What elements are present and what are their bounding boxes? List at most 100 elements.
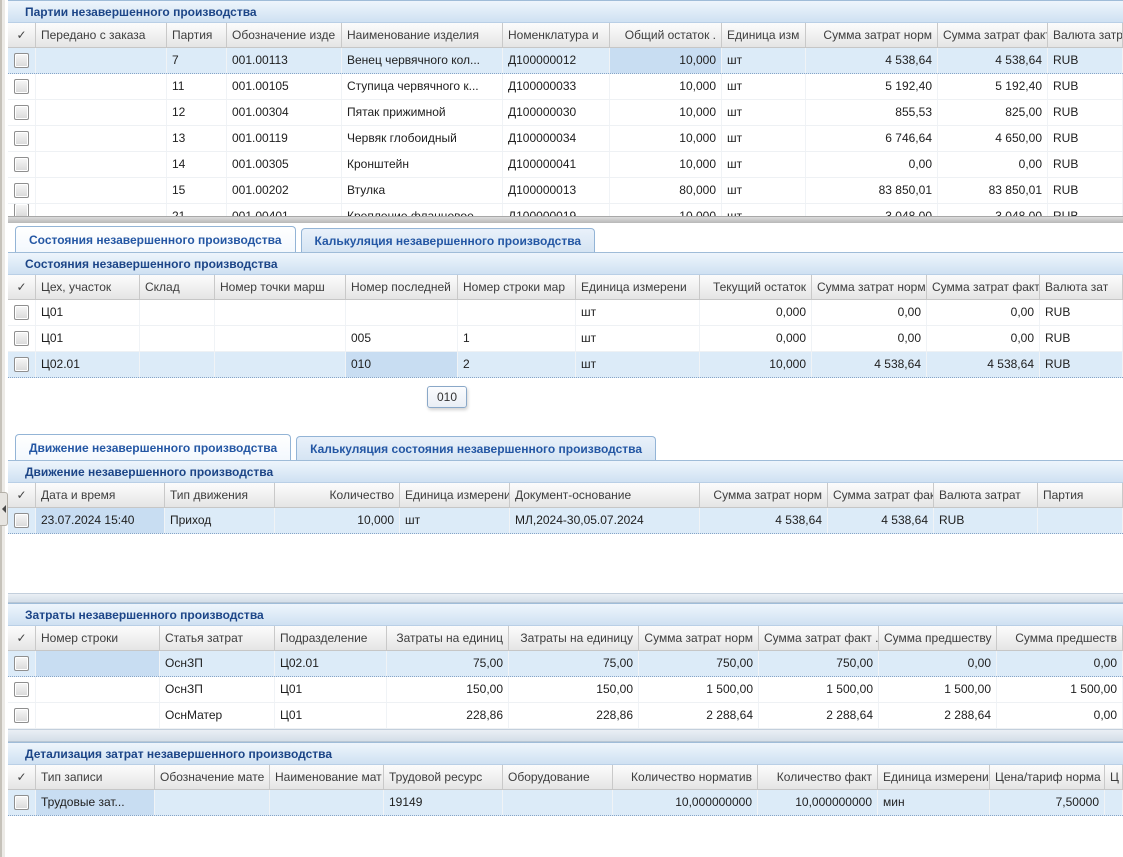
cell[interactable]: 4 538,64	[938, 48, 1048, 73]
cell[interactable]: 23.07.2024 15:40	[36, 508, 165, 533]
row-checkbox[interactable]	[14, 79, 29, 94]
cell[interactable]: 1 500,00	[997, 677, 1123, 702]
cell[interactable]: 2	[458, 352, 576, 377]
tab-movement[interactable]: Движение незавершенного производства	[15, 434, 292, 460]
row-checkbox[interactable]	[14, 708, 29, 723]
cell[interactable]: шт	[576, 326, 700, 351]
cell[interactable]	[36, 152, 167, 177]
column-header[interactable]: Номер строки мар	[458, 275, 576, 299]
column-header[interactable]: Сумма предшеств	[997, 626, 1123, 650]
select-all-header[interactable]: ✓	[8, 483, 36, 507]
cell[interactable]: 10,000000000	[758, 790, 878, 815]
cell[interactable]: 001.00105	[227, 74, 342, 99]
panel-separator[interactable]	[8, 593, 1123, 603]
row-checkbox-cell[interactable]	[8, 126, 36, 151]
cell[interactable]: 0,000	[700, 300, 812, 325]
cell[interactable]: 83 850,01	[938, 178, 1048, 203]
cell[interactable]: RUB	[1048, 178, 1123, 203]
column-header[interactable]: Номенклатура и	[503, 23, 610, 47]
cell[interactable]: 1 500,00	[639, 677, 759, 702]
column-header[interactable]: Трудовой ресурс	[384, 765, 503, 789]
cell[interactable]: 10,000	[610, 48, 722, 73]
cell[interactable]: шт	[722, 152, 806, 177]
cell[interactable]: RUB	[1040, 352, 1123, 377]
cell[interactable]	[155, 790, 270, 815]
cell[interactable]: RUB	[1048, 204, 1123, 216]
column-header[interactable]: Общий остаток .	[610, 23, 722, 47]
table-row[interactable]: Ц01 005 1 шт 0,000 0,00 0,00 RUB	[8, 326, 1123, 352]
horizontal-scrollbar[interactable]	[8, 216, 1123, 223]
column-header[interactable]: Количество норматив	[613, 765, 758, 789]
column-header[interactable]: Цена/тариф норма	[990, 765, 1105, 789]
cell[interactable]: Втулка	[342, 178, 503, 203]
cell[interactable]: RUB	[1048, 48, 1123, 73]
cell[interactable]: 010	[346, 352, 458, 377]
cell[interactable]	[36, 48, 167, 73]
cell[interactable]: 10,000000000	[613, 790, 758, 815]
cell[interactable]: 5 192,40	[806, 74, 938, 99]
cell[interactable]: шт	[576, 300, 700, 325]
cell[interactable]: Червяк глобоидный	[342, 126, 503, 151]
cell[interactable]: 150,00	[387, 677, 509, 702]
cell[interactable]: шт	[722, 74, 806, 99]
cell[interactable]	[458, 300, 576, 325]
column-header[interactable]: Валюта затрат	[934, 483, 1038, 507]
column-header[interactable]: Затраты на единицу	[509, 626, 639, 650]
cell[interactable]: 228,86	[509, 703, 639, 728]
cell[interactable]: Д100000033	[503, 74, 610, 99]
cell[interactable]: RUB	[1040, 300, 1123, 325]
row-checkbox[interactable]	[14, 204, 29, 216]
row-checkbox[interactable]	[14, 331, 29, 346]
cell[interactable]	[215, 352, 346, 377]
column-header[interactable]: Обозначение мате	[155, 765, 270, 789]
row-checkbox[interactable]	[14, 357, 29, 372]
cell[interactable]: ОснЗП	[160, 651, 275, 676]
cell[interactable]: 0,00	[938, 152, 1048, 177]
collapse-panel-arrow[interactable]	[0, 492, 8, 526]
column-header[interactable]: Подразделение	[275, 626, 387, 650]
cell[interactable]: RUB	[1048, 152, 1123, 177]
cell[interactable]: 0,00	[806, 152, 938, 177]
cell[interactable]: Д100000013	[503, 178, 610, 203]
cell[interactable]: 12	[167, 100, 227, 125]
column-header[interactable]: Сумма затрат факт .	[759, 626, 879, 650]
cell[interactable]: 3 048,00	[806, 204, 938, 216]
column-header[interactable]: Единица измерени	[878, 765, 990, 789]
cell[interactable]	[140, 352, 215, 377]
table-row[interactable]: 13 001.00119 Червяк глобоидный Д100000034 10…	[8, 126, 1123, 152]
column-header[interactable]: Оборудование	[503, 765, 613, 789]
column-header[interactable]: Дата и время	[36, 483, 165, 507]
cell[interactable]	[36, 651, 160, 676]
cell[interactable]: 10,000	[275, 508, 400, 533]
table-row[interactable]: ОснЗП Ц02.01 75,00 75,00 750,00 750,00 0,00 0,0…	[8, 651, 1123, 677]
column-header[interactable]: Тип записи	[36, 765, 155, 789]
row-checkbox[interactable]	[14, 305, 29, 320]
cell[interactable]: Венец червячного кол...	[342, 48, 503, 73]
cell[interactable]: 001.00305	[227, 152, 342, 177]
cell[interactable]: 001.00119	[227, 126, 342, 151]
cell[interactable]: 005	[346, 326, 458, 351]
cell[interactable]: 0,00	[812, 300, 927, 325]
cell[interactable]: 75,00	[387, 651, 509, 676]
row-checkbox-cell[interactable]	[8, 178, 36, 203]
cell[interactable]	[36, 677, 160, 702]
table-row[interactable]: ОснМатер Ц01 228,86 228,86 2 288,64 2 288,64 2…	[8, 703, 1123, 729]
cell[interactable]: шт	[722, 48, 806, 73]
cell[interactable]	[36, 178, 167, 203]
column-header[interactable]: Сумма затрат норм	[812, 275, 927, 299]
cell[interactable]: RUB	[934, 508, 1038, 533]
column-header[interactable]: Единица изм	[722, 23, 806, 47]
column-header[interactable]: Единица измерени	[400, 483, 510, 507]
cell[interactable]: Кронштейн	[342, 152, 503, 177]
cell[interactable]: 825,00	[938, 100, 1048, 125]
table-row[interactable]: 21 001.00401 Крепление фланцевое Д100000019…	[8, 204, 1123, 216]
cell[interactable]: 4 538,64	[812, 352, 927, 377]
row-checkbox-cell[interactable]	[8, 651, 36, 676]
column-header[interactable]: Документ-основание	[510, 483, 700, 507]
row-checkbox-cell[interactable]	[8, 790, 36, 815]
column-header[interactable]: Партия	[167, 23, 227, 47]
table-row[interactable]: 14 001.00305 Кронштейн Д100000041 10,000 шт 0,…	[8, 152, 1123, 178]
row-checkbox-cell[interactable]	[8, 352, 36, 377]
cell[interactable]: 15	[167, 178, 227, 203]
cell[interactable]: 1 500,00	[879, 677, 997, 702]
